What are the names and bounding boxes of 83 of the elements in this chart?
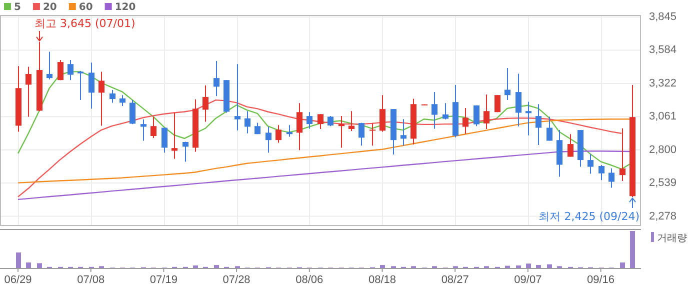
legend-label: 20 [42, 2, 57, 13]
candlestick [78, 70, 84, 101]
candlestick [462, 108, 468, 134]
candlestick [234, 64, 240, 131]
candlestick [68, 60, 74, 81]
x-tick-label: 09/07 [514, 274, 542, 286]
candlestick [276, 124, 282, 144]
candlestick [526, 101, 532, 136]
candlestick [266, 126, 272, 154]
candlestick [150, 116, 156, 139]
candlestick [516, 73, 522, 127]
annotation: 최고 3,645 (07/01) [34, 16, 136, 30]
candlestick [140, 118, 146, 142]
y-tick-label: 3,845 [649, 11, 677, 24]
candlestick [172, 112, 178, 160]
candlestick [120, 94, 126, 107]
candlestick [162, 127, 168, 154]
x-tick-label: 07/28 [222, 274, 250, 286]
candlestick [98, 71, 104, 126]
candlestick [214, 60, 220, 97]
legend-label: 120 [114, 2, 136, 13]
y-tick-label: 3,061 [649, 110, 677, 123]
candlestick [58, 60, 64, 81]
x-tick-label: 09/16 [587, 274, 615, 286]
candlestick [318, 114, 324, 130]
bar [37, 263, 42, 268]
candlestick [26, 66, 32, 118]
x-tick-label: 06/29 [4, 274, 32, 286]
candlestick [608, 168, 614, 188]
candlestick [348, 110, 354, 132]
candlestick [328, 116, 334, 127]
y-tick-label: 2,539 [649, 177, 677, 190]
y-tick-label: 3,584 [649, 44, 677, 56]
candlestick [110, 90, 116, 104]
annotation: 최저 2,425 (09/24) [538, 210, 640, 224]
bar [620, 262, 625, 268]
candlestick [546, 116, 552, 142]
y-tick-label: 2,800 [649, 144, 677, 156]
candlestick [88, 62, 94, 110]
candlestick [244, 110, 250, 134]
candlestick [536, 104, 542, 146]
candlestick [286, 124, 292, 138]
candlestick [130, 100, 136, 125]
bar [526, 264, 531, 268]
bar [16, 252, 21, 268]
candlestick [494, 94, 500, 113]
candlestick [306, 112, 312, 130]
bar [516, 265, 521, 268]
candlestick [370, 122, 376, 146]
candlestick [46, 51, 52, 80]
candlestick [202, 84, 208, 122]
candlestick [598, 164, 604, 181]
candlestick [484, 94, 490, 130]
candlestick [182, 141, 188, 162]
legend-label: 거래량 [657, 233, 687, 244]
x-tick-label: 08/06 [296, 274, 324, 286]
bar [547, 264, 552, 268]
candlestick [296, 102, 302, 151]
candlestick [442, 102, 448, 120]
candlestick [338, 116, 344, 148]
y-tick-label: 2,278 [649, 210, 677, 222]
candlestick [432, 92, 438, 130]
bar [193, 265, 198, 268]
bar [536, 265, 541, 268]
candlestick [400, 118, 406, 146]
candlestick [504, 68, 510, 101]
legend-label: 60 [78, 2, 93, 13]
bar [26, 262, 31, 268]
y-tick-label: 3,322 [649, 78, 677, 90]
x-tick-label: 08/27 [441, 274, 469, 286]
candlestick [620, 128, 626, 182]
candlestick [380, 94, 386, 132]
x-tick-label: 07/19 [150, 274, 178, 286]
candlestick [568, 134, 574, 158]
bar [630, 231, 635, 268]
bar [380, 265, 385, 268]
candlestick [358, 122, 364, 146]
legend-label: 5 [14, 2, 21, 13]
candlestick [474, 104, 480, 127]
x-tick-label: 07/08 [77, 274, 105, 286]
bar [214, 265, 219, 268]
x-tick-label: 08/18 [368, 274, 396, 286]
candlestick [588, 154, 594, 174]
